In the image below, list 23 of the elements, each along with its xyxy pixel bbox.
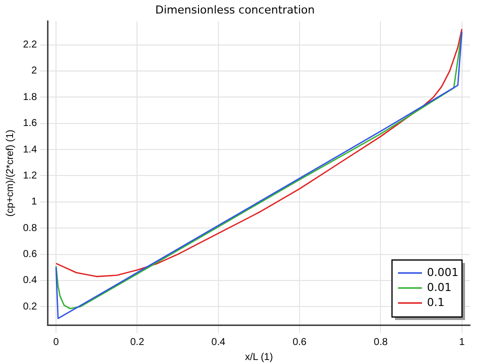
x-tick-label: 1	[459, 336, 466, 348]
y-axis-title: (cp+cm)/(2*cref) (1)	[4, 130, 16, 217]
x-tick-label: 0.4	[211, 336, 226, 348]
legend-label: 0.1	[427, 296, 444, 309]
y-tick-label: 0.4	[22, 275, 38, 286]
y-tick-label: 2.2	[22, 40, 38, 51]
y-tick-label: 0.2	[22, 301, 38, 312]
y-tick-label: 1	[31, 196, 38, 208]
legend-label: 0.001	[427, 266, 458, 279]
y-tick-label: 1.4	[22, 144, 38, 156]
x-axis-title: x/L (1)	[244, 352, 273, 363]
y-tick-label: 1.6	[22, 118, 38, 130]
y-tick-label: 0.6	[22, 249, 38, 260]
chart-title: Dimensionless concentration	[155, 3, 315, 16]
x-tick-label: 0.8	[374, 336, 388, 348]
y-tick-label: 2	[31, 66, 38, 77]
x-tick-label: 0	[53, 336, 60, 348]
x-tick-label: 0.2	[130, 336, 145, 348]
y-tick-label: 1.2	[22, 170, 38, 182]
legend-label: 0.01	[427, 280, 452, 294]
x-tick-label: 0.6	[292, 336, 307, 348]
y-tick-label: 0.8	[22, 222, 38, 234]
y-tick-label: 1.8	[22, 92, 38, 103]
